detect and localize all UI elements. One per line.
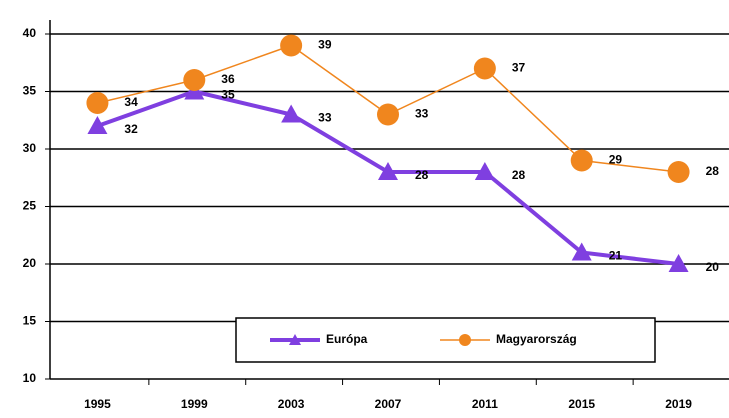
y-tick-label: 35 xyxy=(23,84,37,98)
data-label: 35 xyxy=(221,88,235,102)
y-tick-label: 10 xyxy=(23,371,37,385)
marker xyxy=(667,161,690,183)
data-label: 34 xyxy=(124,95,138,109)
marker xyxy=(668,254,689,272)
marker xyxy=(86,92,109,114)
x-tick-label: 1995 xyxy=(84,397,111,411)
legend-marker xyxy=(459,334,471,346)
data-label: 20 xyxy=(706,260,720,274)
marker xyxy=(183,69,206,91)
legend-label: Európa xyxy=(326,332,368,346)
marker xyxy=(473,57,496,80)
x-tick-label: 2019 xyxy=(665,397,692,411)
data-label: 28 xyxy=(512,168,526,182)
legend-marker xyxy=(289,334,301,345)
x-tick-label: 2015 xyxy=(568,397,595,411)
data-label: 39 xyxy=(318,38,332,52)
marker xyxy=(570,149,593,172)
marker xyxy=(377,103,399,126)
x-tick-label: 2003 xyxy=(278,397,305,411)
x-tick-label: 1999 xyxy=(181,397,208,411)
data-label: 32 xyxy=(124,122,138,136)
marker xyxy=(378,162,398,180)
marker xyxy=(281,104,302,123)
data-label: 33 xyxy=(415,107,429,121)
y-tick-label: 40 xyxy=(23,26,37,40)
data-label: 28 xyxy=(415,168,429,182)
data-label: 21 xyxy=(609,249,623,263)
data-label: 29 xyxy=(609,153,623,167)
marker xyxy=(87,116,108,134)
x-tick-label: 2007 xyxy=(375,397,402,411)
data-label: 37 xyxy=(512,61,526,75)
y-tick-label: 25 xyxy=(23,199,37,213)
data-label: 36 xyxy=(221,72,235,86)
y-tick-label: 15 xyxy=(23,314,37,328)
data-label: 28 xyxy=(706,164,720,178)
marker xyxy=(474,162,495,180)
y-tick-label: 20 xyxy=(23,256,37,270)
legend-label: Magyarország xyxy=(496,332,577,346)
marker xyxy=(280,34,303,57)
x-tick-label: 2011 xyxy=(472,397,498,411)
y-tick-label: 30 xyxy=(23,141,37,155)
data-label: 33 xyxy=(318,111,332,125)
marker xyxy=(571,242,592,261)
